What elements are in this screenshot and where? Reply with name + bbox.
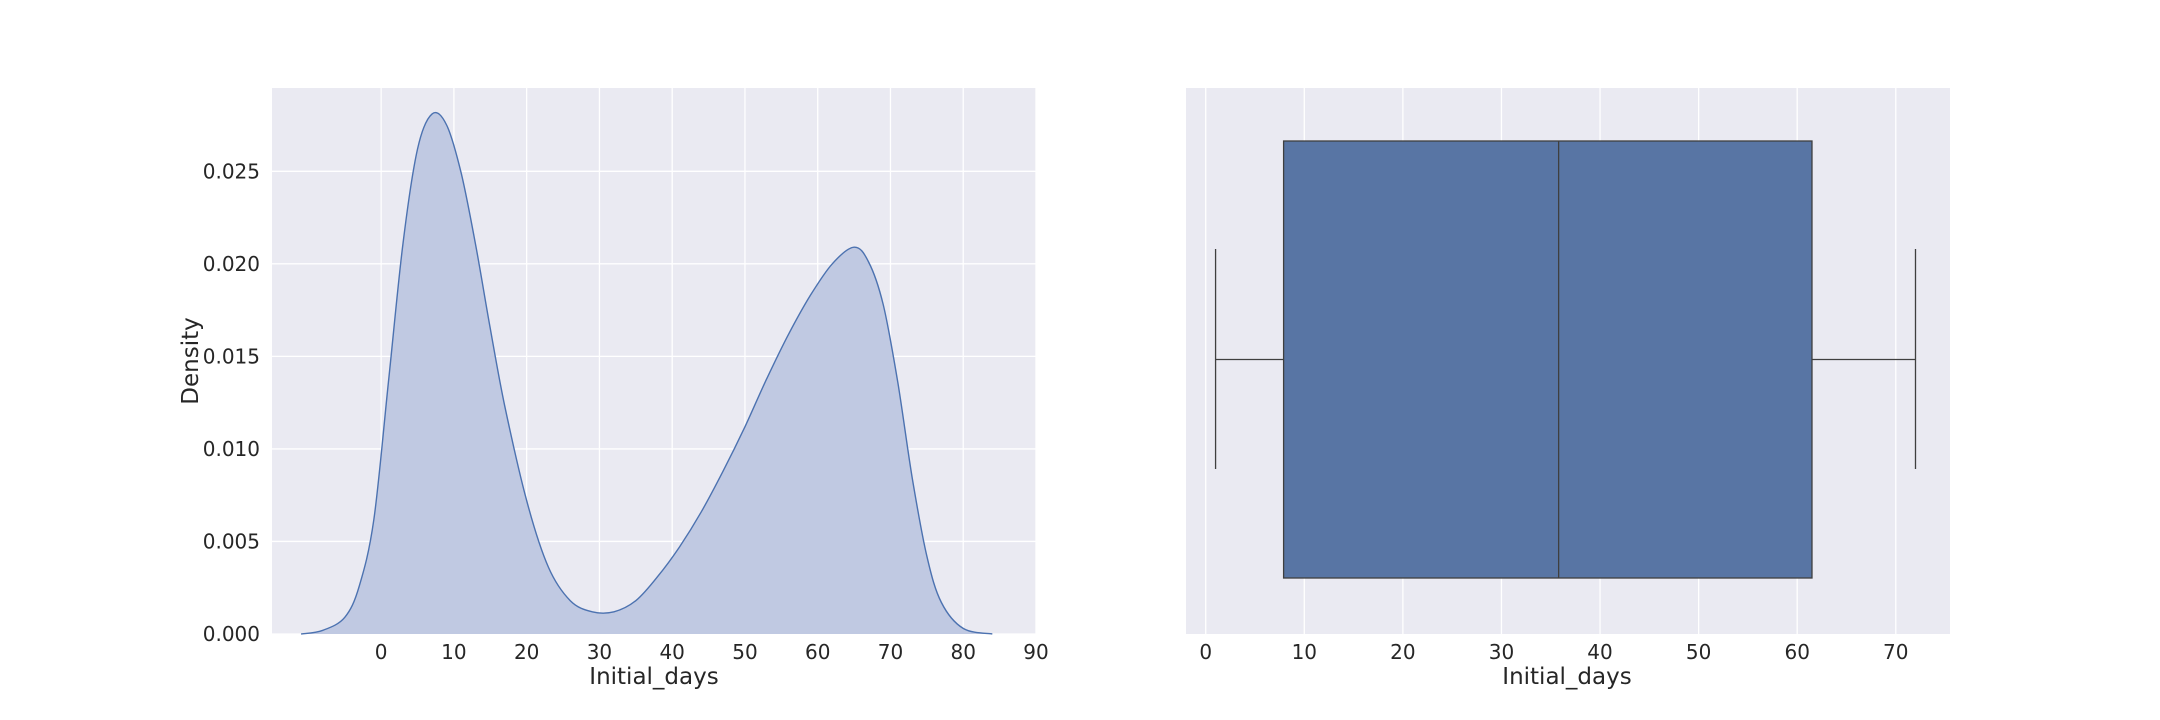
box-x-tick-label: 20: [1390, 640, 1415, 664]
kde-x-tick-label: 30: [587, 640, 612, 664]
kde-y-tick-label: 0.005: [203, 529, 260, 553]
kde-x-tick-label: 50: [732, 640, 757, 664]
kde-plot: 0 10 20 30 40 50 60 70 80 90 0.000 0.005 0.010 0.015…: [178, 88, 1049, 690]
box-x-tick-labels: 0 10 20 30 40 50 60 70: [1199, 640, 1908, 664]
box-x-tick-label: 50: [1686, 640, 1711, 664]
kde-y-tick-label: 0.000: [203, 622, 260, 646]
box-x-tick-label: 70: [1883, 640, 1908, 664]
kde-y-axis-label: Density: [178, 317, 204, 404]
kde-density-line: [300, 111, 993, 635]
kde-x-tick-labels: 0 10 20 30 40 50 60 70 80 90: [375, 640, 1049, 664]
kde-x-tick-label: 10: [441, 640, 466, 664]
kde-x-axis-label: Initial_days: [589, 664, 718, 690]
interquartile-box: [1282, 140, 1813, 579]
kde-y-tick-label: 0.010: [203, 437, 260, 461]
box-x-tick-label: 0: [1199, 640, 1212, 664]
kde-x-tick-label: 0: [375, 640, 388, 664]
kde-y-tick-label: 0.020: [203, 252, 260, 276]
kde-y-tick-label: 0.025: [203, 159, 260, 183]
box-x-tick-label: 60: [1784, 640, 1809, 664]
box-plot: 0 10 20 30 40 50 60 70 Initial_days: [1186, 88, 1950, 690]
kde-x-tick-label: 70: [878, 640, 903, 664]
box-x-tick-label: 10: [1292, 640, 1317, 664]
kde-density-fill: [301, 112, 993, 634]
box-x-tick-label: 40: [1587, 640, 1612, 664]
kde-x-tick-label: 40: [659, 640, 684, 664]
box-x-tick-label: 30: [1489, 640, 1514, 664]
box-x-axis-label: Initial_days: [1502, 664, 1631, 690]
kde-x-tick-label: 90: [1023, 640, 1048, 664]
box-plot-marks: [1214, 140, 1917, 579]
kde-x-tick-label: 80: [951, 640, 976, 664]
kde-x-tick-label: 60: [805, 640, 830, 664]
kde-x-tick-label: 20: [514, 640, 539, 664]
kde-y-tick-labels: 0.000 0.005 0.010 0.015 0.020 0.025: [203, 159, 260, 646]
kde-y-tick-label: 0.015: [203, 344, 260, 368]
